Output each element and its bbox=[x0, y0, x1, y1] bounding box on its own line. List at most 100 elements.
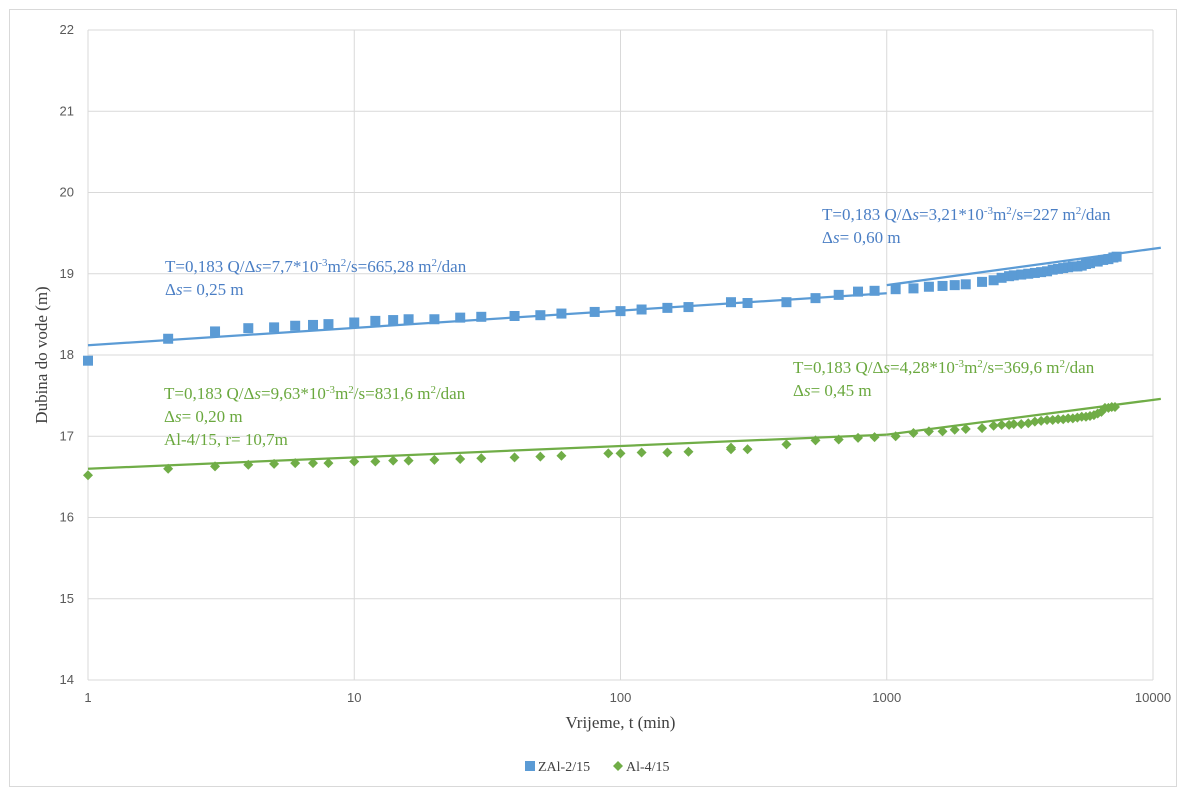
annotation-segment: Al-4/15, r= 10,7m bbox=[164, 430, 288, 449]
data-point-zal-2-15 bbox=[937, 280, 948, 291]
annotation-segment: Δ bbox=[165, 280, 176, 299]
y-tick-label: 19 bbox=[60, 266, 74, 281]
y-tick-label: 18 bbox=[60, 347, 74, 362]
annotation-segment: -3 bbox=[955, 358, 965, 370]
annotation-segment: = 0,45 m bbox=[811, 381, 872, 400]
annotation-segment: Δ bbox=[872, 358, 883, 377]
annotation-segment: m bbox=[964, 358, 977, 377]
data-point-zal-2-15 bbox=[476, 311, 487, 322]
data-point-al-4-15 bbox=[890, 431, 901, 442]
annotation-segment: s bbox=[176, 280, 183, 299]
annotation-segment: Δ bbox=[164, 407, 175, 426]
data-point-al-4-15 bbox=[833, 434, 844, 445]
annotation-segment: -3 bbox=[984, 205, 994, 217]
data-point-zal-2-15 bbox=[810, 293, 821, 304]
data-point-zal-2-15 bbox=[996, 272, 1007, 283]
annotation-segment: /dan bbox=[1081, 205, 1111, 224]
fit-line-series-1 bbox=[87, 433, 887, 470]
data-point-zal-2-15 bbox=[615, 306, 626, 317]
data-point-al-4-15 bbox=[349, 456, 360, 467]
annotation-segment: Δ bbox=[793, 381, 804, 400]
data-point-zal-2-15 bbox=[388, 315, 399, 326]
annotation-segment: 2 bbox=[348, 384, 354, 396]
annotation-segment: =4,28*10 bbox=[890, 358, 955, 377]
data-point-al-4-15 bbox=[683, 446, 694, 457]
data-point-al-4-15 bbox=[476, 453, 487, 464]
annotation-segment: s bbox=[883, 358, 890, 377]
annotation-line: T=0,183 Q/Δs=7,7*10-3m2/s=665,28 m2/dan bbox=[165, 257, 467, 276]
data-point-al-4-15 bbox=[243, 459, 254, 470]
data-point-al-4-15 bbox=[853, 432, 864, 443]
legend-marker-al-4-15 bbox=[613, 761, 623, 771]
data-point-zal-2-15 bbox=[349, 317, 360, 328]
data-point-al-4-15 bbox=[1053, 414, 1064, 425]
annotation-segment: 2 bbox=[431, 257, 437, 269]
y-tick-label: 14 bbox=[60, 672, 74, 687]
data-point-zal-2-15 bbox=[725, 297, 736, 308]
data-point-zal-2-15 bbox=[1042, 266, 1053, 277]
data-point-zal-2-15 bbox=[1047, 264, 1058, 275]
data-point-zal-2-15 bbox=[509, 311, 520, 321]
data-point-al-4-15 bbox=[388, 455, 399, 466]
data-point-zal-2-15 bbox=[290, 320, 301, 331]
data-point-al-4-15 bbox=[662, 447, 673, 458]
x-tick-label: 10 bbox=[347, 690, 361, 705]
data-point-zal-2-15 bbox=[455, 312, 466, 323]
data-point-zal-2-15 bbox=[1029, 267, 1040, 278]
data-point-zal-2-15 bbox=[323, 319, 334, 330]
data-point-zal-2-15 bbox=[1085, 258, 1096, 269]
annotation-segment: = 0,25 m bbox=[183, 280, 244, 299]
data-point-al-4-15 bbox=[163, 463, 174, 474]
data-point-zal-2-15 bbox=[949, 280, 960, 291]
annotation-segment: =7,7*10 bbox=[262, 257, 318, 276]
annotation-segment: s bbox=[254, 384, 261, 403]
data-point-zal-2-15 bbox=[908, 283, 919, 294]
annotation-line: Al-4/15, r= 10,7m bbox=[164, 430, 288, 449]
annotation-segment: /dan bbox=[437, 257, 467, 276]
chart-frame bbox=[9, 9, 1177, 787]
data-point-al-4-15 bbox=[403, 455, 414, 466]
data-point-zal-2-15 bbox=[1023, 268, 1034, 279]
annotation-segment: s bbox=[804, 381, 811, 400]
data-point-zal-2-15 bbox=[683, 302, 694, 313]
annotation-segment: Δ bbox=[901, 205, 912, 224]
data-point-al-4-15 bbox=[1016, 419, 1027, 430]
data-point-al-4-15 bbox=[923, 426, 934, 437]
data-point-al-4-15 bbox=[996, 419, 1007, 430]
annotation-segment: Δ bbox=[243, 384, 254, 403]
legend: ZAl-2/15 Al-4/15 bbox=[525, 760, 670, 775]
fit-line-series-0 bbox=[87, 292, 887, 347]
x-tick-label: 1 bbox=[84, 690, 91, 705]
data-point-al-4-15 bbox=[269, 458, 280, 469]
data-point-zal-2-15 bbox=[429, 314, 440, 325]
annotation-line: Δs= 0,60 m bbox=[822, 228, 901, 247]
data-point-al-4-15 bbox=[509, 452, 520, 463]
annotation-segment: m bbox=[993, 205, 1006, 224]
annotation-segment: s bbox=[833, 228, 840, 247]
annotation-segment: /s=227 m bbox=[1012, 205, 1076, 224]
annotation-segment: Δ bbox=[822, 228, 833, 247]
annotation-line: Δs= 0,45 m bbox=[793, 381, 872, 400]
annotation-segment: = 0,20 m bbox=[182, 407, 243, 426]
data-point-zal-2-15 bbox=[1053, 263, 1064, 274]
y-tick-label: 15 bbox=[60, 591, 74, 606]
data-point-al-4-15 bbox=[636, 447, 647, 458]
y-tick-label: 22 bbox=[60, 22, 74, 37]
data-point-zal-2-15 bbox=[636, 304, 647, 315]
gridlines bbox=[87, 29, 1154, 681]
annotation-segment: /s=831,6 m bbox=[354, 384, 431, 403]
annotation-segment: /s=369,6 m bbox=[983, 358, 1060, 377]
data-point-al-4-15 bbox=[949, 424, 960, 435]
x-tick-label: 1000 bbox=[872, 690, 901, 705]
x-tick-label: 10000 bbox=[1135, 690, 1171, 705]
data-point-zal-2-15 bbox=[589, 306, 600, 317]
annotation-segment: T=0,183 Q/ bbox=[164, 384, 244, 403]
y-axis-title: Dubina do vode (m) bbox=[32, 286, 51, 423]
data-point-al-4-15 bbox=[977, 423, 988, 434]
annotation-segment: 2 bbox=[341, 257, 347, 269]
annotation-line: T=0,183 Q/Δs=3,21*10-3m2/s=227 m2/dan bbox=[822, 205, 1111, 224]
legend-marker-zal-2-15 bbox=[525, 761, 535, 771]
data-point-zal-2-15 bbox=[210, 326, 221, 337]
annotation-segment: -3 bbox=[326, 384, 336, 396]
annotation-segment: m bbox=[335, 384, 348, 403]
